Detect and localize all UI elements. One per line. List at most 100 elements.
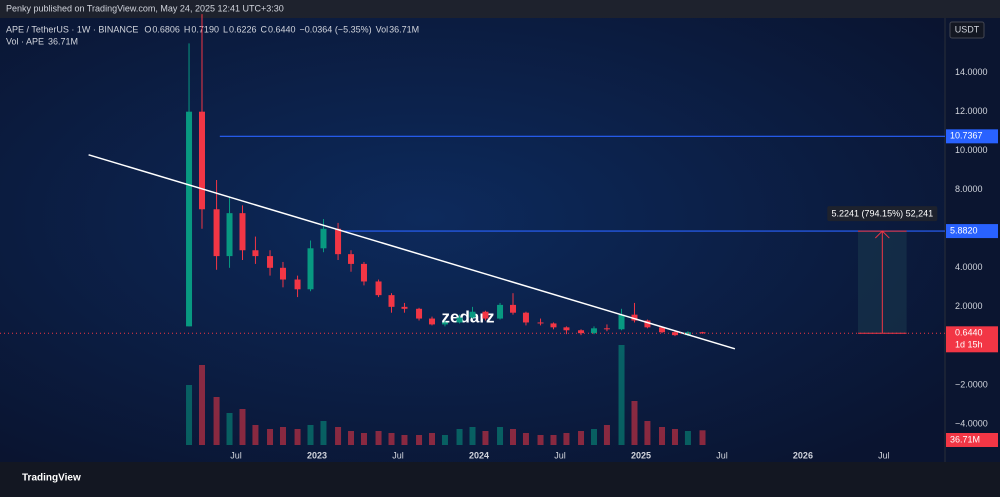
volume-bar	[198, 365, 205, 445]
volume-bar	[335, 427, 342, 445]
logo: TradingView	[22, 473, 81, 484]
legend-key: O	[144, 24, 151, 34]
volume-bar	[239, 409, 246, 445]
candle-body	[590, 328, 597, 334]
symbol: APE / TetherUS · 1W · BINANCE	[6, 24, 138, 34]
volume-bar	[294, 429, 301, 445]
price-tag	[946, 129, 998, 144]
candle-body	[267, 256, 274, 268]
plot-area	[0, 18, 945, 462]
candle-body	[213, 209, 220, 257]
watermark: zedarz	[442, 307, 495, 326]
x-tick-label: Jul	[392, 450, 404, 460]
legend-change: −0.0364 (−5.35%)	[300, 24, 372, 34]
volume-bar	[699, 430, 706, 445]
legend-key: C	[261, 24, 268, 34]
legend-value: 0.6806	[152, 24, 180, 34]
candle-body	[186, 111, 193, 327]
legend-key: Vol	[376, 24, 389, 34]
price-tag	[946, 326, 998, 353]
currency-box	[949, 21, 985, 39]
volume-tag	[946, 433, 998, 447]
candle-body	[360, 263, 367, 282]
volume-bar	[603, 425, 610, 445]
candle-body	[618, 314, 625, 330]
volume-bar	[375, 431, 382, 445]
legend-value: 0.6226	[229, 24, 257, 34]
x-tick-label: Jul	[554, 450, 566, 460]
candle-body	[644, 320, 651, 328]
volume-bar	[360, 433, 367, 445]
y-tick-label: 8.0000	[955, 184, 983, 194]
candle-body	[416, 308, 423, 319]
candle-body	[441, 322, 448, 325]
candle-body	[469, 311, 476, 318]
candle-body	[522, 312, 529, 323]
volume-bar	[456, 429, 463, 445]
volume-bar	[401, 435, 408, 445]
candle-body	[456, 317, 463, 323]
volume-bar	[509, 429, 516, 445]
countdown: 1d 15h	[955, 340, 983, 350]
volume-bar	[429, 433, 436, 445]
volume-bar	[563, 433, 570, 445]
candle-body	[699, 332, 706, 334]
y-tick-label: −2.0000	[955, 379, 988, 389]
volume-bar	[659, 427, 666, 445]
volume-bar	[469, 427, 476, 445]
volume-bar	[631, 401, 638, 445]
candle-body	[252, 250, 259, 257]
candle-body	[348, 254, 355, 264]
volume-bar	[578, 431, 585, 445]
candle-body	[401, 306, 408, 309]
volume-bar	[213, 397, 220, 445]
candle-body	[279, 267, 286, 280]
y-tick-label: 4.0000	[955, 262, 983, 272]
candle-body	[294, 279, 301, 290]
candle-body	[659, 327, 666, 333]
price-tag-label: 5.8820	[950, 225, 978, 235]
currency: USDT	[955, 24, 980, 34]
x-tick-label: 2026	[793, 450, 813, 460]
volume-bar	[522, 433, 529, 445]
legend-key: H	[184, 24, 191, 34]
candle-body	[320, 228, 327, 249]
volume-bar	[320, 421, 327, 445]
y-tick-label: −4.0000	[955, 418, 988, 428]
trendline	[88, 154, 736, 350]
measure-label-box	[827, 206, 938, 222]
volume-tag-label: 36.71M	[950, 434, 980, 444]
vol-title: Vol · APE	[6, 36, 44, 46]
candle-body	[482, 311, 489, 319]
legend-value: 0.6440	[268, 24, 296, 34]
volume-bar	[590, 429, 597, 445]
candle-body	[307, 248, 314, 290]
volume-bar	[279, 427, 286, 445]
price-tag-label: 0.6440	[955, 328, 983, 338]
candle-body	[509, 304, 516, 313]
volume-bar	[618, 345, 625, 445]
y-tick-label: 10.0000	[955, 145, 988, 155]
y-tick-label: 14.0000	[955, 67, 988, 77]
volume-bar	[550, 435, 557, 445]
measure-label: 5.2241 (794.15%) 52,241	[832, 208, 934, 218]
price-tag-label: 10.7367	[950, 131, 983, 141]
candle-body	[631, 314, 638, 321]
candle-body	[335, 228, 342, 255]
candle-body	[239, 213, 246, 251]
legend-value: 0.7190	[191, 24, 219, 34]
candle-body	[429, 318, 436, 325]
volume-bar	[252, 425, 259, 445]
x-tick-label: Jul	[230, 450, 242, 460]
volume-bar	[348, 431, 355, 445]
x-tick-label: Jul	[716, 450, 728, 460]
legend-value: 36.71M	[389, 24, 419, 34]
candle-body	[497, 304, 504, 319]
x-tick-label: 2025	[631, 450, 651, 460]
candle-body	[537, 322, 544, 324]
candle-body	[226, 213, 233, 257]
volume-bar	[226, 413, 233, 445]
y-tick-label: 2.0000	[955, 301, 983, 311]
candle-body	[550, 323, 557, 328]
x-tick-label: Jul	[878, 450, 890, 460]
